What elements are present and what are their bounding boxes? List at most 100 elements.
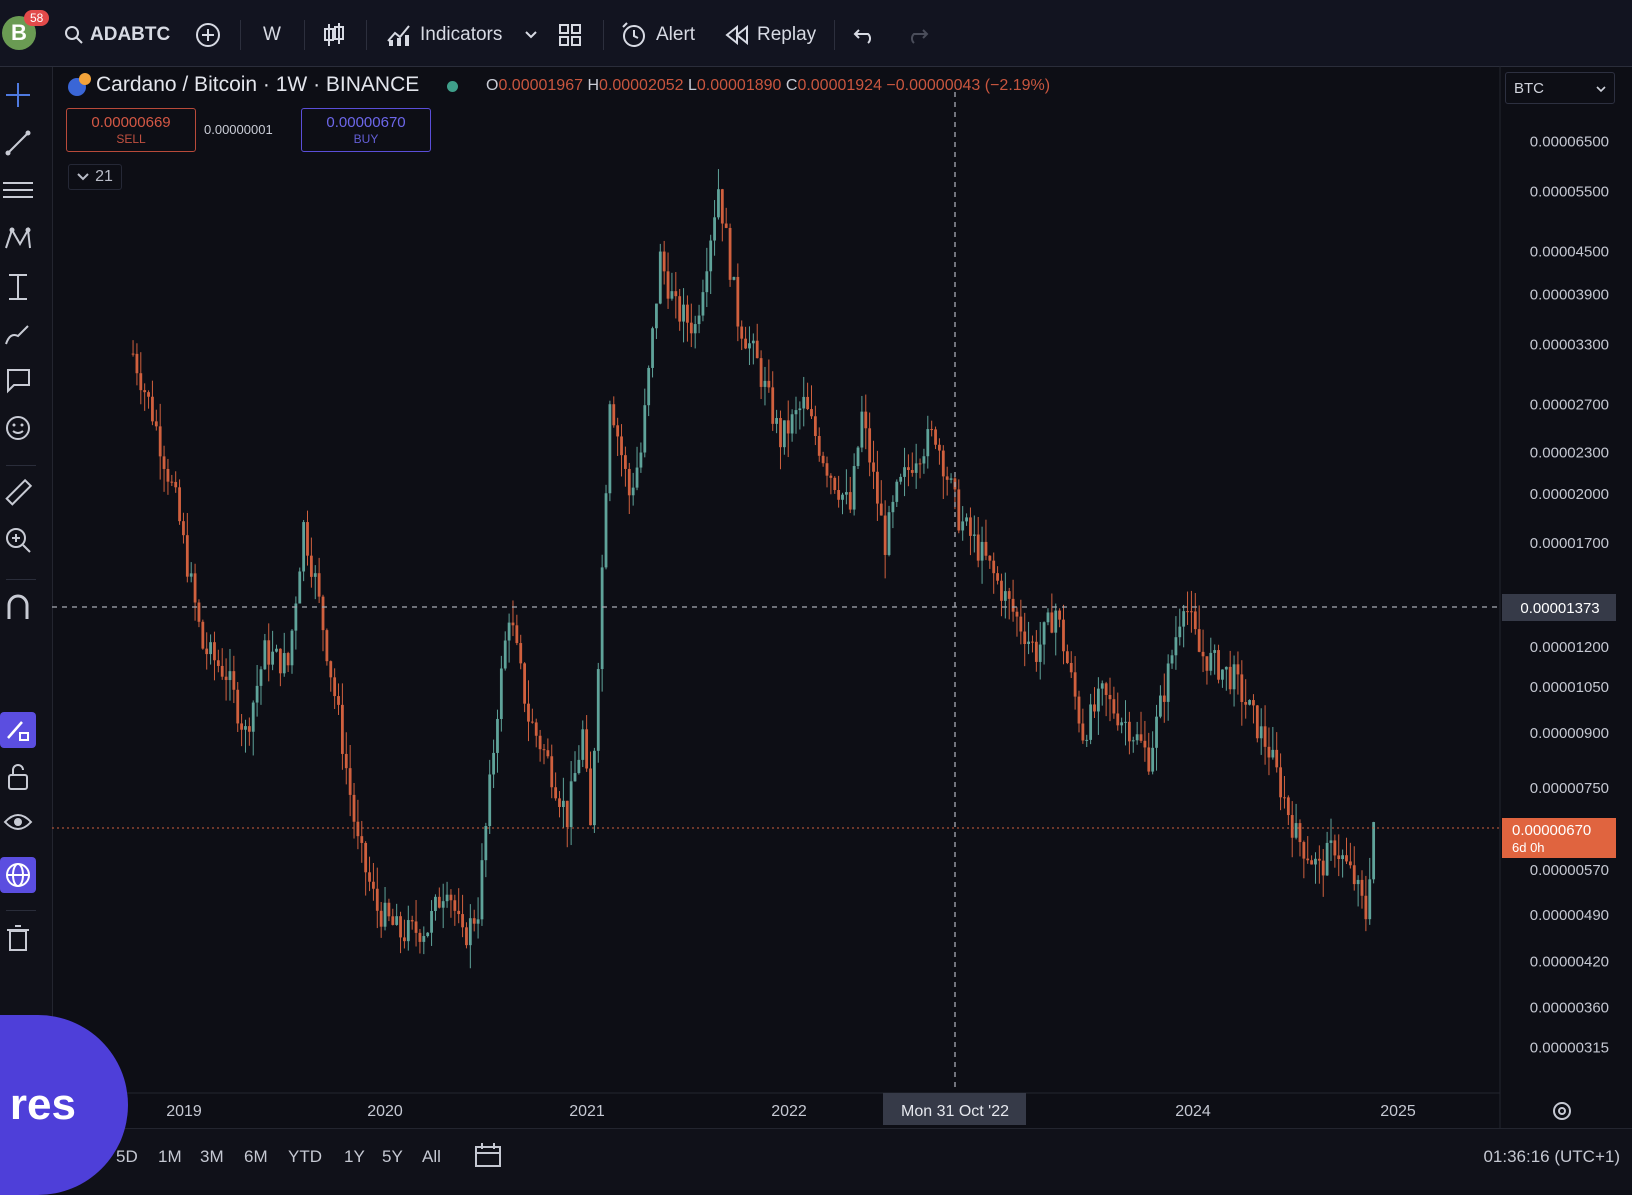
candle-body bbox=[1007, 591, 1011, 599]
candle-body bbox=[736, 276, 740, 327]
candle-body bbox=[174, 481, 178, 488]
indicators-dropdown[interactable] bbox=[525, 18, 537, 52]
candle-body bbox=[728, 227, 732, 280]
replay-button[interactable]: Replay bbox=[725, 18, 816, 52]
annotation-tool[interactable] bbox=[0, 363, 36, 399]
candle-body bbox=[348, 768, 352, 795]
trend-line-tool[interactable] bbox=[0, 125, 36, 161]
candle-body bbox=[364, 842, 368, 873]
low-key: L bbox=[687, 77, 697, 94]
candle-body bbox=[224, 676, 228, 681]
emoji-tool[interactable] bbox=[0, 410, 36, 446]
candle-body bbox=[651, 328, 654, 368]
zoom-in-tool[interactable] bbox=[0, 522, 36, 558]
drawing-toolbar bbox=[0, 67, 53, 1147]
crosshair-price-label-bg bbox=[1502, 594, 1616, 621]
candle-body bbox=[468, 918, 472, 946]
indicators-toggle[interactable]: 21 bbox=[68, 164, 122, 190]
candle-body bbox=[542, 749, 546, 751]
ruler-tool[interactable] bbox=[0, 475, 36, 511]
buy-button[interactable]: 0.00000670 BUY bbox=[301, 108, 431, 152]
candle-body bbox=[1321, 860, 1325, 876]
goto-date-button[interactable] bbox=[474, 1142, 502, 1173]
range-button-1y[interactable]: 1Y bbox=[344, 1147, 365, 1166]
candle-body bbox=[581, 729, 585, 760]
y-tick-label: 0.00003300 bbox=[1530, 336, 1609, 353]
candle-body bbox=[620, 436, 623, 456]
range-button-all[interactable]: All bbox=[422, 1147, 441, 1166]
candle-body bbox=[154, 421, 158, 427]
indicators-button[interactable]: Indicators bbox=[386, 18, 502, 52]
candle-body bbox=[251, 702, 255, 732]
range-button-ytd[interactable]: YTD bbox=[288, 1147, 322, 1166]
candle-body bbox=[325, 630, 329, 662]
y-tick-label: 0.00000360 bbox=[1530, 999, 1609, 1016]
undo-button[interactable] bbox=[853, 18, 877, 52]
candle-body bbox=[759, 358, 763, 387]
candle-body bbox=[461, 914, 464, 928]
candle-body bbox=[802, 396, 806, 409]
candle-body bbox=[379, 910, 383, 927]
ruler-icon bbox=[5, 478, 33, 506]
brush-tool[interactable] bbox=[0, 317, 36, 353]
candle-body bbox=[841, 494, 844, 500]
lock-drawings-tool[interactable] bbox=[0, 712, 36, 748]
sync-drawings-tool[interactable] bbox=[0, 857, 36, 893]
candle-body bbox=[1209, 652, 1213, 671]
candle-body bbox=[813, 416, 817, 436]
remove-drawings-tool[interactable] bbox=[0, 920, 36, 956]
candle-body bbox=[1267, 746, 1271, 758]
pattern-tool[interactable] bbox=[0, 221, 36, 257]
redo-button[interactable] bbox=[905, 18, 929, 52]
candle-body bbox=[717, 189, 720, 218]
candle-body bbox=[833, 477, 837, 491]
candle-body bbox=[879, 503, 883, 516]
currency-select[interactable]: BTC bbox=[1505, 72, 1615, 104]
measure-tool[interactable] bbox=[0, 269, 36, 305]
chart-settings-button[interactable] bbox=[1551, 1100, 1573, 1127]
interval-button[interactable]: W bbox=[263, 18, 281, 52]
candle-body bbox=[751, 340, 755, 344]
timezone-clock[interactable]: 01:36:16 (UTC+1) bbox=[1483, 1147, 1620, 1166]
symbol-search-button[interactable]: ADABTC bbox=[64, 18, 170, 52]
symbol-title[interactable]: Cardano / Bitcoin · 1W · BINANCE bbox=[96, 73, 420, 96]
candle-body bbox=[775, 418, 779, 424]
magnet-tool[interactable] bbox=[0, 589, 36, 625]
y-tick-label: 0.00000420 bbox=[1530, 953, 1609, 970]
candle-body bbox=[852, 466, 856, 510]
candle-body bbox=[965, 517, 968, 522]
lock-tool[interactable] bbox=[0, 759, 36, 795]
candle-body bbox=[1302, 842, 1306, 859]
candle-body bbox=[864, 411, 868, 429]
price-axis: 0.00006500 0.00005500 0.00004500 0.00003900… bbox=[1530, 134, 1609, 1057]
compare-symbol-button[interactable] bbox=[194, 18, 222, 52]
sell-button[interactable]: 0.00000669 SELL bbox=[66, 108, 196, 152]
parallel-lines-icon bbox=[3, 182, 33, 198]
top-toolbar: B 58 ADABTC W Indicators Alert Replay bbox=[0, 0, 1632, 67]
candle-body bbox=[755, 340, 759, 359]
candle-body bbox=[1127, 721, 1131, 742]
range-button-6m[interactable]: 6M bbox=[244, 1147, 268, 1166]
range-button-5d[interactable]: 5D bbox=[116, 1147, 138, 1166]
crosshair-tool[interactable] bbox=[0, 77, 36, 113]
candle-body bbox=[670, 291, 674, 299]
candle-body bbox=[573, 773, 577, 782]
chart-type-button[interactable] bbox=[322, 18, 346, 52]
y-tick-label: 0.00002300 bbox=[1530, 444, 1609, 461]
y-tick-label: 0.00004500 bbox=[1530, 244, 1609, 261]
close-key: C bbox=[785, 77, 798, 94]
layout-button[interactable] bbox=[558, 18, 582, 52]
candle-body bbox=[1147, 747, 1151, 772]
candle-body bbox=[976, 534, 980, 561]
horizontal-lines-tool[interactable] bbox=[0, 172, 36, 208]
range-button-3m[interactable]: 3M bbox=[200, 1147, 224, 1166]
range-button-5y[interactable]: 5Y bbox=[382, 1147, 403, 1166]
range-button-1m[interactable]: 1M bbox=[158, 1147, 182, 1166]
visibility-tool[interactable] bbox=[0, 804, 36, 840]
alert-button[interactable]: Alert bbox=[620, 18, 695, 52]
candle-body bbox=[430, 911, 433, 933]
candle-body bbox=[825, 463, 829, 476]
high-key: H bbox=[587, 77, 599, 94]
candle-body bbox=[511, 622, 515, 626]
